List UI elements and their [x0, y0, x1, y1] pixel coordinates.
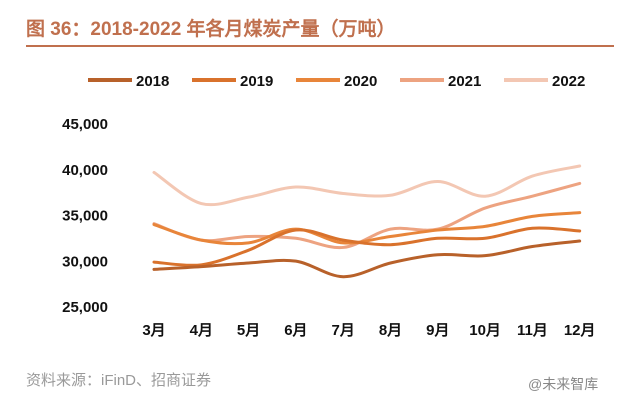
x-tick-label: 6月 — [284, 322, 307, 339]
legend-label-2018: 2018 — [136, 73, 169, 90]
y-tick-label: 40,000 — [62, 162, 108, 179]
x-tick-label: 10月 — [469, 322, 501, 339]
legend-label-2019: 2019 — [240, 73, 273, 90]
watermark: @未来智库 — [528, 376, 599, 392]
series-line-2022 — [152, 164, 582, 207]
source-note: 资料来源：iFinD、招商证券 — [26, 372, 212, 389]
y-tick-label: 35,000 — [62, 208, 108, 225]
x-tick-label: 11月 — [517, 322, 548, 339]
x-tick-label: 3月 — [142, 322, 165, 339]
legend-label-2022: 2022 — [552, 73, 585, 90]
x-tick-label: 12月 — [564, 322, 596, 339]
legend-label-2021: 2021 — [448, 73, 481, 90]
x-tick-label: 9月 — [426, 322, 449, 339]
y-tick-label: 30,000 — [62, 253, 108, 270]
legend-label-2020: 2020 — [344, 73, 377, 90]
series-line-2018 — [152, 239, 582, 279]
title-divider — [26, 45, 614, 47]
chart-title: 图 36：2018-2022 年各月煤炭产量（万吨） — [26, 19, 396, 40]
series-line-2021 — [152, 181, 582, 250]
x-tick-label: 8月 — [379, 322, 402, 339]
x-tick-label: 7月 — [332, 322, 355, 339]
x-tick-label: 5月 — [237, 322, 260, 339]
x-tick-label: 4月 — [190, 322, 213, 339]
y-tick-label: 25,000 — [62, 299, 108, 316]
series-line-2019 — [152, 226, 582, 267]
y-tick-label: 45,000 — [62, 116, 108, 133]
series-line-2020 — [152, 211, 582, 246]
